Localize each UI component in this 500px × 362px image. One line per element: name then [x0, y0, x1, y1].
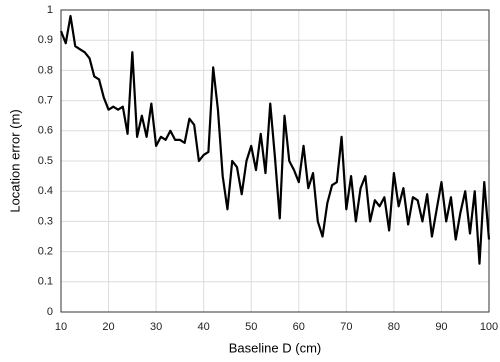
x-tick-label: 30 [150, 321, 162, 333]
x-tick-label: 100 [480, 321, 498, 333]
x-tick-label: 50 [245, 321, 257, 333]
y-axis-title: Location error (m) [7, 109, 22, 212]
data-line [59, 14, 491, 265]
x-tick-label: 20 [102, 321, 114, 333]
x-tick-label: 10 [55, 321, 67, 333]
y-tick-label: 0.4 [38, 185, 53, 197]
x-tick-label: 70 [340, 321, 352, 333]
y-tick-label: 1 [47, 4, 53, 16]
x-tick-label: 60 [293, 321, 305, 333]
plot-frame [60, 9, 490, 313]
y-tick-label: 0 [47, 306, 53, 318]
y-tick-label: 0.5 [38, 155, 53, 167]
x-tick-label: 90 [435, 321, 447, 333]
y-tick-label: 0.8 [38, 64, 53, 76]
y-tick-label: 0.9 [38, 34, 53, 46]
y-tick-label: 0.7 [38, 95, 53, 107]
y-tick-label: 0.6 [38, 125, 53, 137]
x-tick-label: 80 [388, 321, 400, 333]
y-tick-label: 0.1 [38, 276, 53, 288]
x-axis-title: Baseline D (cm) [229, 340, 321, 355]
x-tick-label: 40 [198, 321, 210, 333]
y-tick-label: 0.2 [38, 246, 53, 258]
y-tick-label: 0.3 [38, 215, 53, 227]
